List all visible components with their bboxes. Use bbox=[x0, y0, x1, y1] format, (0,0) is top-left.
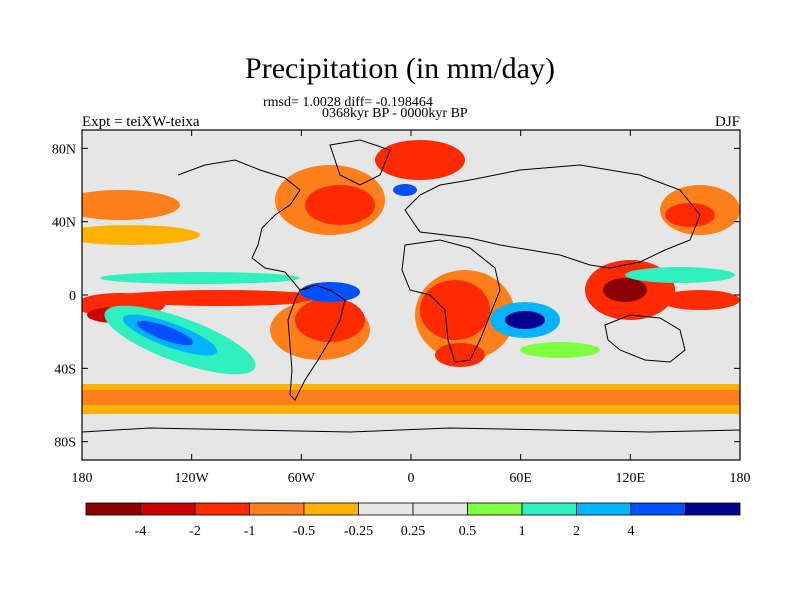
indian-ocean-wet-core bbox=[505, 311, 545, 329]
season-label: DJF bbox=[714, 114, 740, 130]
colorbar-label: -2 bbox=[189, 524, 201, 539]
north-pacific-dry-east-core bbox=[665, 203, 715, 227]
lat-tick-label: 0 bbox=[69, 289, 76, 304]
coastline-north-america bbox=[177, 159, 311, 291]
colorbar-swatch bbox=[85, 502, 141, 516]
pacific-dry-band bbox=[110, 290, 330, 306]
lon-tick-label: 120W bbox=[175, 471, 210, 486]
lat-tick-label: 40S bbox=[54, 362, 76, 377]
colorbar-label: -0.25 bbox=[344, 524, 373, 539]
longitude-axis: 180 120W 60W 0 60E 120E 180 bbox=[72, 130, 751, 486]
west-pacific-wet bbox=[625, 267, 735, 283]
lon-tick-label: 0 bbox=[408, 471, 415, 486]
lon-tick-label: 180 bbox=[72, 471, 93, 486]
greenland-wet bbox=[393, 184, 417, 196]
colorbar-label: -0.5 bbox=[293, 524, 315, 539]
colorbar-swatch bbox=[412, 502, 468, 516]
colorbar-swatch bbox=[467, 502, 523, 516]
west-pacific-dry bbox=[660, 290, 740, 310]
north-pacific-dry-west bbox=[82, 190, 180, 220]
colorbar-swatch bbox=[521, 502, 577, 516]
coastline-australia bbox=[604, 314, 686, 363]
lat-tick-label: 80N bbox=[52, 142, 76, 157]
coastlines bbox=[82, 139, 740, 433]
coastline-europe-asia bbox=[404, 164, 701, 269]
colorbar-label: 4 bbox=[628, 524, 635, 539]
africa-dry-inner bbox=[420, 280, 490, 340]
pacific-wet-band bbox=[100, 272, 300, 284]
coastline-greenland bbox=[329, 139, 391, 186]
colorbar-swatch bbox=[140, 502, 196, 516]
lat-tick-label: 80S bbox=[54, 436, 76, 451]
colorbar: -4 -2 -1 -0.5 -0.25 0.25 0.5 1 2 4 bbox=[85, 502, 741, 539]
arctic-dry bbox=[375, 140, 465, 180]
precip-anomaly-field bbox=[82, 140, 740, 414]
lon-tick-label: 120E bbox=[616, 471, 646, 486]
colorbar-label: 0.5 bbox=[459, 524, 477, 539]
colorbar-swatch bbox=[358, 502, 414, 516]
north-pacific-dry-band bbox=[82, 225, 200, 245]
lon-tick-label: 180 bbox=[730, 471, 751, 486]
latitude-axis: 80N 40N 0 40S 80S bbox=[52, 142, 740, 451]
maritime-dry-core bbox=[603, 278, 647, 302]
lon-tick-label: 60E bbox=[509, 471, 532, 486]
amazon-wet bbox=[300, 282, 360, 302]
lon-tick-label: 60W bbox=[288, 471, 316, 486]
subtropical-dry-south bbox=[435, 343, 485, 367]
atlantic-dry-inner bbox=[295, 298, 365, 342]
north-atlantic-dry-inner bbox=[305, 185, 375, 225]
lat-tick-label: 40N bbox=[52, 216, 76, 231]
colorbar-swatch bbox=[630, 502, 686, 516]
coastline-south-america bbox=[287, 284, 346, 401]
experiment-label: Expt = teiXW-teixa bbox=[82, 114, 200, 130]
colorbar-label: -1 bbox=[244, 524, 256, 539]
colorbar-swatch bbox=[685, 502, 741, 516]
colorbar-label: -4 bbox=[135, 524, 147, 539]
southern-ocean-band-dark bbox=[82, 390, 740, 405]
map-title: Precipitation (in mm/day) bbox=[245, 52, 555, 85]
colorbar-swatch bbox=[576, 502, 632, 516]
colorbar-swatch bbox=[249, 502, 305, 516]
period-subtitle: 0368kyr BP - 0000kyr BP bbox=[322, 106, 468, 121]
coastline-antarctica bbox=[82, 427, 740, 433]
colorbar-swatch bbox=[194, 502, 250, 516]
colorbar-label: 2 bbox=[573, 524, 580, 539]
colorbar-label: 0.25 bbox=[401, 524, 426, 539]
south-pacific-wet-core bbox=[136, 320, 194, 346]
colorbar-swatch bbox=[303, 502, 359, 516]
colorbar-label: 1 bbox=[519, 524, 526, 539]
stats-subtitle: rmsd= 1.0028 diff= -0.198464 bbox=[263, 95, 433, 110]
south-indian-wet bbox=[520, 342, 600, 358]
coastline-africa bbox=[401, 239, 501, 363]
